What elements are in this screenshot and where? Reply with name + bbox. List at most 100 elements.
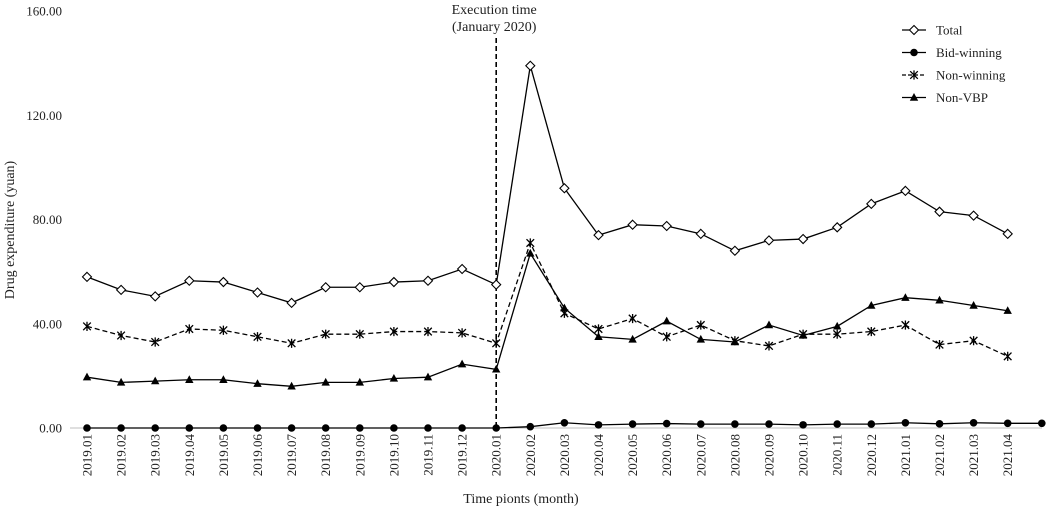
x-tick-label: 2019.05	[216, 434, 231, 476]
non-winning-point	[969, 336, 978, 346]
x-tick-label: 2020.06	[659, 434, 674, 477]
total-point	[184, 275, 195, 287]
non-vbp-point	[82, 372, 92, 381]
x-tick-label: 2019.08	[318, 434, 333, 476]
execution-time-annotation: Execution time (January 2020)	[452, 3, 537, 428]
non-vbp-point	[764, 320, 774, 329]
x-tick-label: 2021.02	[932, 434, 947, 476]
bid-winning-point	[731, 420, 739, 428]
non-vbp-point	[560, 303, 569, 312]
bid-winning-point	[799, 421, 807, 429]
total-point	[797, 233, 809, 245]
total-point	[81, 271, 93, 283]
x-tick-label: 2019.01	[80, 434, 95, 476]
total-point	[559, 182, 570, 194]
x-tick-labels: 2019.01 2019.02 2019.03 2019.04 2019.05 2019.…	[80, 433, 1016, 476]
y-tick-labels: 0.00 40.00 80.00 120.00 160.00	[26, 4, 62, 436]
non-vbp-point	[867, 301, 876, 309]
non-winning-point	[457, 328, 467, 338]
total-point	[286, 297, 297, 309]
bid-winning-point	[560, 418, 569, 427]
non-winning-point	[901, 320, 910, 330]
non-winning-point	[219, 325, 228, 335]
total-point	[968, 210, 979, 221]
bid-winning-point	[901, 418, 910, 427]
total-point	[218, 276, 229, 288]
x-tick-label: 2020.11	[830, 434, 845, 476]
total-point	[900, 185, 911, 197]
x-tick-label: 2021.04	[1000, 433, 1015, 476]
total-point	[1002, 228, 1013, 240]
total-point	[934, 206, 945, 217]
non-winning-point	[355, 329, 365, 339]
execution-time-label: Execution time	[452, 3, 537, 18]
legend-label: Bid-winning	[936, 45, 1002, 60]
total-point	[729, 245, 741, 257]
total-point	[525, 60, 536, 72]
total-point	[456, 263, 468, 275]
non-winning-point	[253, 332, 262, 342]
series-bid-winning	[83, 418, 1046, 432]
bid-winning-point	[594, 421, 603, 429]
legend: Total Bid-winning Non-winning Non-VBP	[902, 23, 1006, 105]
total-point	[115, 284, 127, 296]
non-winning-point	[287, 338, 296, 348]
series-non-winning	[82, 238, 1012, 361]
non-vbp-point	[798, 330, 808, 339]
non-vbp-point	[935, 295, 944, 304]
non-winning-point	[82, 321, 92, 331]
x-tick-label: 2020.05	[625, 434, 640, 476]
x-axis-label: Time pionts (month)	[463, 492, 579, 507]
legend-marker	[908, 24, 920, 36]
non-vbp-point	[355, 377, 364, 386]
non-vbp-point	[457, 359, 467, 368]
non-vbp-point	[594, 332, 603, 340]
legend-label: Non-winning	[936, 68, 1006, 83]
bid-winning-point	[765, 420, 773, 428]
total-point	[661, 220, 672, 232]
bid-winning-point	[833, 420, 841, 428]
non-vbp-point	[901, 293, 910, 301]
x-tick-label: 2020.08	[727, 434, 742, 476]
non-winning-line	[86, 241, 1008, 357]
non-winning-point	[321, 329, 330, 339]
x-tick-label: 2019.07	[284, 434, 299, 477]
non-vbp-point	[423, 372, 433, 381]
non-vbp-point	[219, 375, 228, 383]
legend-marker	[909, 93, 919, 101]
non-vbp-point	[116, 377, 126, 386]
series-non-vbp	[82, 248, 1012, 390]
bid-winning-point	[1003, 419, 1012, 428]
bid-winning-point	[117, 424, 125, 432]
bid-winning-point	[1038, 419, 1046, 428]
bid-winning-point	[83, 424, 91, 432]
total-point	[627, 219, 638, 230]
y-axis-label: Drug expenditure (yuan)	[3, 160, 18, 299]
non-winning-point	[628, 313, 637, 324]
non-winning-point	[526, 238, 535, 248]
non-vbp-point	[321, 377, 330, 386]
non-vbp-point	[1003, 306, 1012, 314]
total-point	[354, 281, 366, 293]
non-winning-point	[389, 326, 399, 337]
y-tick-label: 0.00	[39, 421, 62, 436]
x-tick-label: 2019.06	[250, 434, 265, 477]
bid-winning-point	[492, 424, 501, 432]
x-tick-label: 2019.02	[114, 434, 129, 476]
x-tick-label: 2019.04	[182, 434, 197, 477]
total-point	[149, 291, 161, 302]
non-winning-point	[696, 320, 706, 330]
bid-winning-point	[628, 420, 637, 428]
x-tick-label: 2020.03	[557, 434, 572, 476]
total-point	[422, 275, 434, 287]
x-tick-label: 2020.12	[864, 434, 879, 476]
legend-item-non-vbp: Non-VBP	[902, 90, 988, 105]
non-vbp-point	[833, 321, 842, 330]
bid-winning-point	[253, 424, 262, 432]
x-tick-label: 2020.02	[523, 434, 538, 476]
total-point	[388, 276, 400, 288]
total-point	[763, 235, 775, 246]
bid-winning-point	[935, 420, 944, 428]
non-winning-point	[935, 340, 944, 350]
bid-winning-point	[458, 424, 466, 432]
